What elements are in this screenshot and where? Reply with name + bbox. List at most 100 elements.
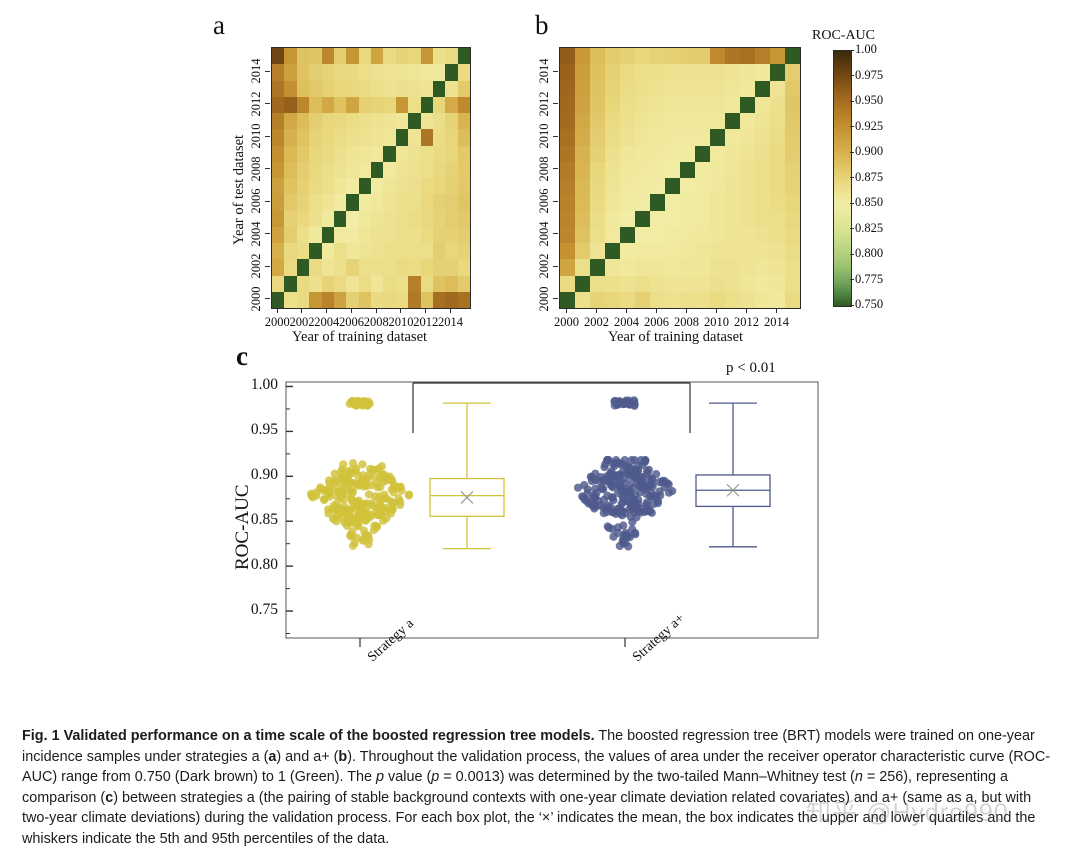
heatmap-cell xyxy=(635,226,650,243)
scatter-point xyxy=(365,471,374,480)
scatter-point xyxy=(668,486,677,496)
x-tick-label: 2000 xyxy=(554,315,579,329)
heatmap-cell xyxy=(785,113,800,130)
heatmap-cell xyxy=(272,243,285,260)
heatmap-cell xyxy=(346,210,359,227)
scatter-point xyxy=(637,508,646,517)
heatmap-cell xyxy=(560,113,575,130)
heatmap-cell xyxy=(590,80,605,97)
x-tick-label: 2004 xyxy=(614,315,639,329)
heatmap-cell xyxy=(284,226,297,243)
heatmap-cell xyxy=(665,48,680,65)
heatmap-cell xyxy=(560,259,575,276)
heatmap-cell xyxy=(420,161,433,178)
heatmap-cell xyxy=(710,96,725,113)
x-tick-label: 2002 xyxy=(289,315,315,329)
x-tickmark xyxy=(626,308,627,313)
x-tickmark xyxy=(425,308,427,313)
heatmap-cell xyxy=(755,48,770,65)
scatter-point xyxy=(618,400,627,409)
colorbar-tickmark xyxy=(850,177,854,178)
colorbar-tickmark xyxy=(850,126,854,127)
heatmap-cell xyxy=(358,145,371,162)
scatter-point xyxy=(330,469,339,478)
heatmap-cell xyxy=(321,161,334,178)
scatter-point xyxy=(603,504,612,513)
heatmap-cell xyxy=(445,80,458,97)
heatmap-cell xyxy=(695,48,710,65)
heatmap-cell xyxy=(383,161,396,178)
heatmap-cell xyxy=(620,48,635,65)
heatmap-cell xyxy=(284,145,297,162)
heatmap-cell xyxy=(309,80,322,97)
heatmap-cell xyxy=(560,291,575,308)
heatmap-cell xyxy=(457,275,470,292)
heatmap-cell xyxy=(432,64,446,81)
heatmap-cell xyxy=(725,275,740,292)
panel-c-boxplot-1 xyxy=(429,402,505,550)
heatmap-cell xyxy=(383,210,396,227)
heatmap-cell xyxy=(371,113,384,130)
scatter-point xyxy=(396,500,405,510)
heatmap-cell xyxy=(383,194,396,211)
heatmap-cell xyxy=(346,64,359,81)
heatmap-cell xyxy=(740,275,755,292)
heatmap-cell xyxy=(695,161,710,178)
heatmap-cell xyxy=(432,113,446,130)
heatmap-cell xyxy=(575,145,590,162)
heatmap-cell xyxy=(272,178,285,195)
scatter-point xyxy=(397,486,406,495)
heatmap-cell xyxy=(560,226,575,243)
heatmap-cell xyxy=(635,291,650,308)
caption-fragment: c xyxy=(105,789,114,806)
heatmap-cell xyxy=(309,161,322,178)
scatter-point xyxy=(621,528,630,538)
y-tickmark xyxy=(265,298,270,300)
heatmap-cell xyxy=(272,259,285,276)
heatmap-cell xyxy=(457,161,470,178)
x-tickmark xyxy=(449,308,451,313)
colorbar-tickmark xyxy=(850,49,854,51)
heatmap-cell xyxy=(457,113,470,130)
heatmap-cell xyxy=(420,64,433,81)
heatmap-cell xyxy=(665,275,680,292)
scatter-point xyxy=(637,476,646,485)
heatmap-cell xyxy=(284,80,297,97)
heatmap-cell xyxy=(445,194,458,211)
heatmap-cell xyxy=(560,194,575,211)
heatmap-cell xyxy=(333,243,347,260)
heatmap-cell xyxy=(710,226,725,243)
heatmap-cell xyxy=(420,113,433,130)
heatmap-cell xyxy=(650,145,665,162)
scatter-point xyxy=(656,491,665,500)
heatmap-cell xyxy=(309,96,322,113)
heatmap-cell xyxy=(575,243,590,260)
heatmap-cell xyxy=(358,275,371,292)
heatmap-cell xyxy=(432,161,446,178)
heatmap-cell xyxy=(560,145,575,162)
heatmap-cell xyxy=(296,64,310,81)
heatmap-cell xyxy=(420,145,433,162)
heatmap-cell xyxy=(321,64,334,81)
heatmap-cell xyxy=(755,275,770,292)
panel-c-ytick-label: 0.75 xyxy=(250,601,278,619)
heatmap-cell xyxy=(635,64,650,81)
heatmap-cell xyxy=(346,291,359,308)
x-tick-label: 2012 xyxy=(734,315,759,329)
heatmap-cell xyxy=(309,210,322,227)
heatmap-cell xyxy=(420,178,433,195)
scatter-point xyxy=(366,512,375,522)
colorbar-tickmark xyxy=(850,202,854,204)
heatmap-cell xyxy=(395,210,409,227)
heatmap-cell xyxy=(755,64,770,81)
heatmap-cell xyxy=(358,178,371,195)
heatmap-cell xyxy=(680,210,695,227)
heatmap-cell xyxy=(309,48,322,65)
heatmap-cell xyxy=(575,291,590,308)
heatmap-cell xyxy=(770,64,785,81)
heatmap-cell xyxy=(309,275,322,292)
colorbar-tickmark xyxy=(850,75,854,76)
heatmap-cell xyxy=(620,129,635,146)
scatter-point xyxy=(394,494,403,503)
heatmap-cell xyxy=(296,226,310,243)
